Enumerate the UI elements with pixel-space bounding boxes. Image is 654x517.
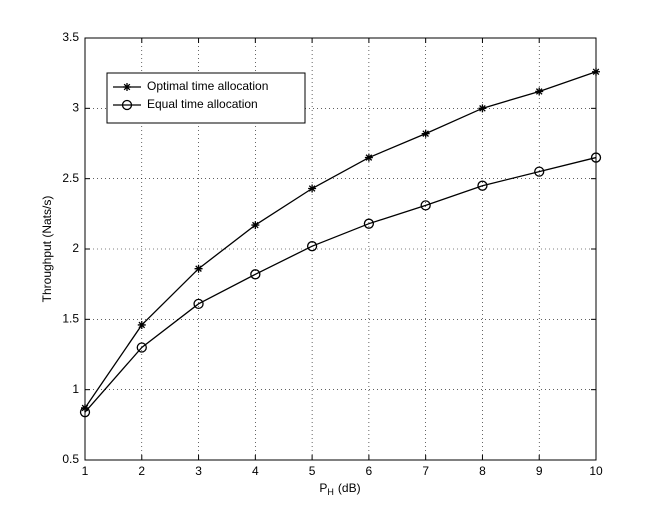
marker xyxy=(308,184,317,193)
marker xyxy=(193,298,204,310)
legend-label: Equal time allocation xyxy=(147,97,258,111)
y-tick-label: 2 xyxy=(72,241,79,255)
x-tick-label: 9 xyxy=(536,464,543,478)
marker xyxy=(535,87,544,96)
marker xyxy=(79,407,91,418)
marker xyxy=(363,218,375,229)
marker xyxy=(420,200,431,211)
x-tick-label: 3 xyxy=(195,464,202,478)
y-tick-label: 3 xyxy=(72,101,79,115)
series-line xyxy=(84,156,597,413)
marker xyxy=(364,153,373,162)
marker xyxy=(137,320,146,329)
marker xyxy=(477,180,488,191)
x-axis-label: PH (dB) xyxy=(319,481,360,497)
marker xyxy=(136,342,147,353)
marker xyxy=(534,166,545,177)
x-tick-label: 10 xyxy=(589,464,603,478)
plot-frame xyxy=(84,37,597,461)
y-tick-label: 1.5 xyxy=(62,312,79,326)
marker xyxy=(251,221,260,230)
legend-label: Optimal time allocation xyxy=(147,79,268,93)
x-tick-label: 4 xyxy=(252,464,259,478)
marker xyxy=(250,269,261,280)
y-tick-label: 2.5 xyxy=(62,171,79,185)
marker xyxy=(590,152,602,163)
marker xyxy=(123,83,131,91)
x-label-unit: (dB) xyxy=(338,481,361,495)
legend-box xyxy=(106,72,306,124)
y-tick-label: 1 xyxy=(72,382,79,396)
series-line xyxy=(84,71,597,409)
marker xyxy=(421,129,430,138)
marker xyxy=(121,99,133,111)
marker xyxy=(592,67,600,76)
x-label-sub: H xyxy=(327,487,334,497)
marker xyxy=(306,241,318,252)
marker xyxy=(478,104,487,113)
x-label-main: P xyxy=(319,481,327,495)
x-tick-label: 8 xyxy=(479,464,486,478)
y-axis-label: Throughput (Nats/s) xyxy=(40,196,54,303)
x-tick-label: 7 xyxy=(422,464,429,478)
y-tick-label: 0.5 xyxy=(62,452,79,466)
marker xyxy=(194,264,203,273)
legend: Optimal time allocation Equal time alloca… xyxy=(106,72,306,124)
x-tick-label: 2 xyxy=(138,464,145,478)
x-tick-label: 1 xyxy=(82,464,89,478)
x-tick-label: 6 xyxy=(366,464,373,478)
y-tick-label: 3.5 xyxy=(62,30,79,44)
x-tick-label: 5 xyxy=(309,464,316,478)
